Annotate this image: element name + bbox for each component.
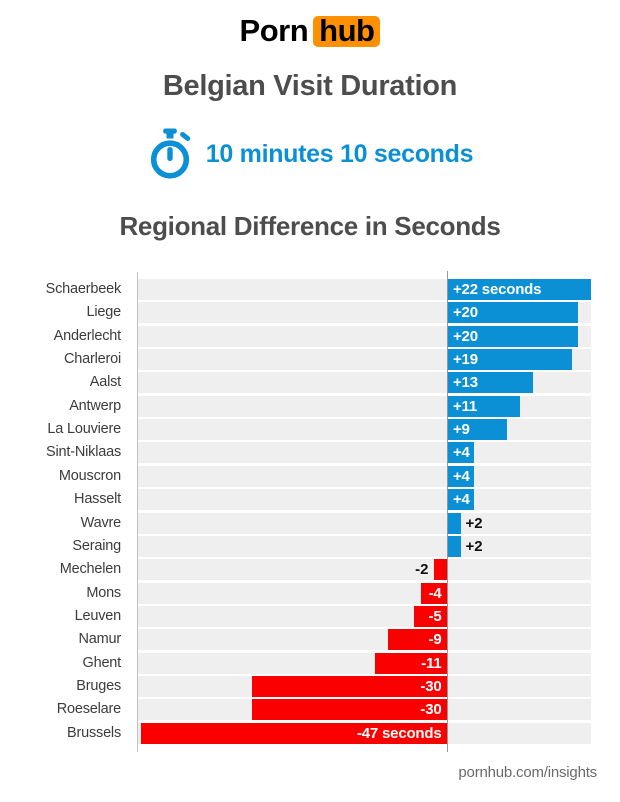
row-track — [138, 465, 591, 487]
positive-bar: +20 — [448, 302, 578, 324]
positive-bar: +4 — [448, 442, 474, 464]
category-label: Anderlecht — [53, 327, 122, 344]
category-label: Hasselt — [74, 491, 121, 508]
bar-value-label: -30 — [420, 701, 442, 719]
bar-value-label: -30 — [420, 677, 442, 695]
negative-bar: -30 — [251, 675, 447, 697]
negative-bar: -30 — [251, 699, 447, 721]
category-label: Charleroi — [63, 351, 121, 368]
category-label: La Louviere — [47, 421, 121, 438]
bar-value-label: +2 — [465, 537, 483, 555]
positive-bar: +11 — [448, 395, 520, 417]
left-axis-line — [137, 272, 139, 752]
bar-value-label: +4 — [453, 491, 470, 509]
chart-title: Regional Difference in Seconds — [119, 211, 501, 241]
category-label: Mouscron — [58, 467, 121, 484]
row-track — [138, 535, 591, 557]
bar-value-label: +20 — [453, 327, 478, 345]
negative-bar: -4 — [420, 582, 447, 604]
visit-duration: 10 minutes 10 seconds — [0, 128, 620, 180]
row-track — [138, 652, 591, 674]
bar-value-label: +9 — [453, 421, 470, 439]
duration-value: 10 minutes 10 seconds — [205, 139, 474, 168]
bar-value-label: -4 — [428, 584, 442, 602]
bar-value-label: +2 — [465, 514, 483, 532]
bar-value-label: +4 — [453, 444, 470, 462]
positive-bar — [448, 535, 461, 557]
bar-value-label: -5 — [428, 607, 442, 625]
category-label: Mechelen — [59, 561, 121, 578]
category-label: Schaerbeek — [45, 281, 122, 297]
bar-chart: Schaerbeek +22 seconds Liege +20 Anderlecht +… — [46, 271, 591, 752]
row-track — [138, 489, 591, 511]
bar-value-label: -2 — [415, 561, 429, 579]
positive-bar: +19 — [448, 349, 572, 371]
category-label: Mons — [86, 584, 121, 601]
negative-bar: -5 — [414, 605, 447, 627]
bar-value-label: +4 — [453, 467, 470, 485]
positive-bar — [448, 512, 461, 534]
category-label: Sint-Niklaas — [46, 444, 121, 461]
brand-logo: Porn hub — [0, 13, 620, 49]
page-title: Belgian Visit Duration — [162, 70, 458, 102]
positive-bar: +4 — [448, 465, 474, 487]
row-track — [138, 395, 591, 417]
bar-value-label: +22 seconds — [453, 281, 542, 298]
category-label: Ghent — [82, 654, 122, 671]
row-track — [138, 629, 591, 651]
bar-value-label: +20 — [453, 304, 478, 322]
category-label: Roeselare — [56, 701, 121, 718]
row-track — [138, 419, 591, 441]
row-track — [138, 512, 591, 534]
category-label: Namur — [78, 631, 121, 648]
category-label: Wavre — [80, 514, 122, 531]
negative-bar — [433, 559, 447, 581]
category-label: Liege — [86, 304, 122, 321]
negative-bar: -9 — [388, 629, 447, 651]
category-label: Leuven — [74, 607, 122, 624]
category-label: Antwerp — [69, 397, 121, 414]
stopwatch-icon — [147, 128, 193, 180]
positive-bar: +22 seconds — [448, 279, 591, 300]
category-label: Aalst — [89, 374, 121, 391]
logo-text-hub: hub — [313, 15, 381, 47]
row-track — [138, 582, 591, 604]
bar-value-label: +19 — [453, 351, 478, 369]
negative-bar: -11 — [375, 652, 447, 674]
positive-bar: +4 — [448, 489, 474, 511]
negative-bar: -47 seconds — [141, 722, 447, 744]
row-track — [138, 605, 591, 627]
bar-value-label: -9 — [428, 631, 442, 649]
category-label: Bruges — [76, 677, 121, 694]
positive-bar: +13 — [448, 372, 533, 394]
bar-value-label: +11 — [453, 397, 478, 415]
bar-value-label: -47 seconds — [356, 724, 442, 742]
bar-value-label: -11 — [421, 654, 442, 672]
bar-value-label: +13 — [453, 374, 478, 392]
zero-axis-line — [446, 271, 448, 752]
positive-bar: +20 — [448, 325, 578, 347]
category-label: Seraing — [72, 537, 121, 554]
footer-url: pornhub.com/insights — [458, 764, 597, 781]
row-track — [138, 559, 591, 581]
row-track — [138, 442, 591, 464]
positive-bar: +9 — [448, 419, 507, 441]
logo-text-porn: Porn — [239, 13, 309, 48]
category-label: Brussels — [67, 724, 121, 741]
